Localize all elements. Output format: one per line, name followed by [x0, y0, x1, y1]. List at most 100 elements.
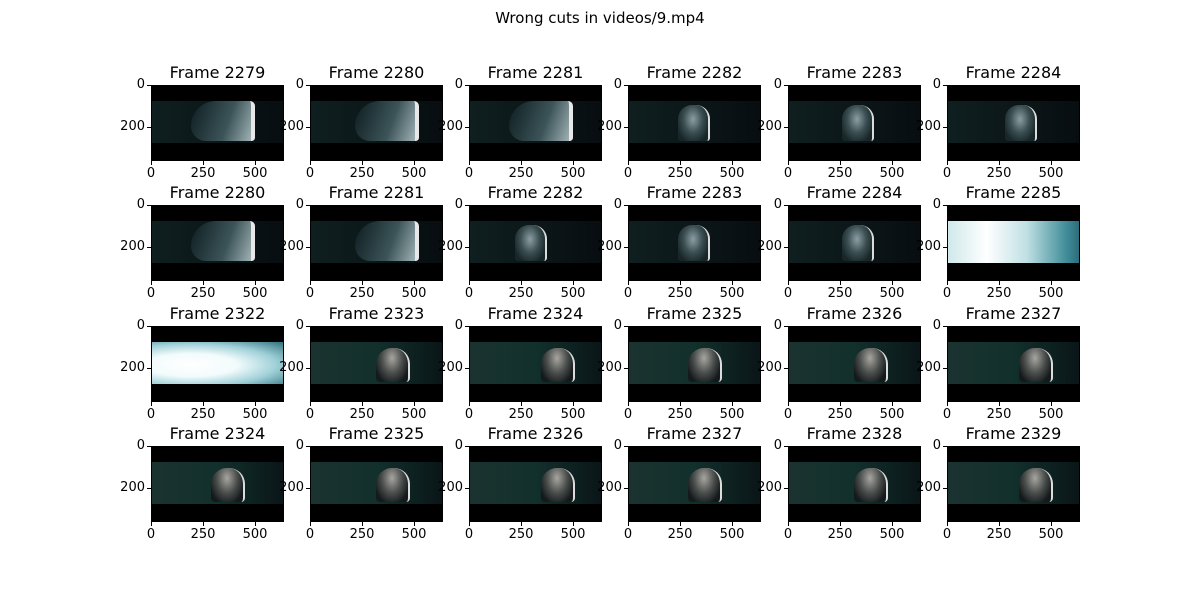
x-tick — [310, 402, 311, 406]
y-tick-label: 200 — [279, 119, 304, 134]
x-tick — [521, 402, 522, 406]
frame-title: Frame 2327 — [646, 424, 743, 443]
frame-content — [947, 462, 1080, 504]
x-tick — [310, 522, 311, 526]
axes-frame — [947, 446, 1080, 522]
y-tick — [784, 326, 788, 327]
x-tick — [840, 402, 841, 406]
y-tick-label: 0 — [773, 438, 782, 453]
y-tick-label: 200 — [597, 480, 622, 495]
frame-subject — [854, 348, 888, 382]
axes-frame — [151, 85, 284, 161]
frame-panel: Frame 2285 0 200 0 250 500 — [916, 183, 1080, 301]
x-tick — [203, 402, 204, 406]
x-tick-label: 0 — [623, 527, 633, 542]
x-tick-label: 250 — [986, 527, 1012, 542]
frame-subject — [688, 468, 722, 502]
y-tick — [943, 85, 947, 86]
x-tick-label: 250 — [349, 166, 375, 181]
y-tick-label: 0 — [136, 438, 145, 453]
y-tick — [147, 247, 151, 248]
axes-frame — [469, 205, 602, 281]
y-tick — [465, 127, 469, 128]
y-tick — [147, 488, 151, 489]
y-tick-label: 0 — [932, 197, 941, 212]
frame-image — [469, 446, 602, 522]
y-tick — [465, 488, 469, 489]
y-tick — [624, 446, 628, 447]
x-tick-label: 500 — [1038, 527, 1064, 542]
frame-content — [151, 462, 284, 504]
y-tick-label: 0 — [295, 318, 304, 333]
y-tick-label: 200 — [120, 239, 145, 254]
x-tick-label: 500 — [879, 166, 905, 181]
y-tick-label: 0 — [136, 197, 145, 212]
frame-title: Frame 2280 — [169, 183, 266, 202]
x-tick — [573, 161, 574, 165]
y-tick — [624, 127, 628, 128]
frame-image — [310, 326, 443, 402]
x-tick — [469, 522, 470, 526]
x-tick — [1051, 281, 1052, 285]
x-tick-label: 0 — [464, 527, 474, 542]
frame-panel: Frame 2326 0 200 0 250 500 — [757, 304, 921, 422]
y-tick — [465, 368, 469, 369]
frame-subject — [854, 468, 888, 502]
frame-content — [947, 221, 1080, 263]
frame-subject — [678, 225, 710, 261]
y-tick-label: 0 — [932, 438, 941, 453]
frame-content — [469, 101, 602, 143]
x-tick — [203, 522, 204, 526]
x-tick-label: 0 — [623, 166, 633, 181]
x-tick — [151, 522, 152, 526]
x-tick — [788, 522, 789, 526]
x-tick-label: 250 — [190, 527, 216, 542]
frame-subject — [376, 348, 410, 382]
x-tick-label: 0 — [623, 407, 633, 422]
y-tick-label: 0 — [295, 197, 304, 212]
frame-panel: Frame 2283 0 200 0 250 500 — [597, 183, 761, 301]
x-tick — [892, 402, 893, 406]
frame-content — [151, 342, 284, 384]
x-tick — [999, 281, 1000, 285]
frame-panel: Frame 2281 0 200 0 250 500 — [438, 63, 602, 181]
x-tick — [680, 522, 681, 526]
x-tick-label: 500 — [879, 286, 905, 301]
y-tick-label: 200 — [120, 119, 145, 134]
x-tick — [414, 161, 415, 165]
x-tick-label: 500 — [879, 407, 905, 422]
frame-title: Frame 2283 — [806, 63, 903, 82]
x-tick-label: 0 — [305, 286, 315, 301]
frame-subject — [191, 101, 255, 141]
x-tick — [414, 522, 415, 526]
x-tick-label: 0 — [623, 286, 633, 301]
x-tick — [680, 281, 681, 285]
x-tick-label: 500 — [242, 527, 268, 542]
x-tick-label: 250 — [508, 286, 534, 301]
frame-title: Frame 2281 — [487, 63, 584, 82]
frame-title: Frame 2279 — [169, 63, 266, 82]
y-tick — [465, 326, 469, 327]
y-tick-label: 0 — [295, 438, 304, 453]
y-tick-label: 0 — [613, 318, 622, 333]
x-tick — [310, 161, 311, 165]
frame-title: Frame 2281 — [328, 183, 425, 202]
frame-image — [628, 85, 761, 161]
y-tick — [624, 205, 628, 206]
x-tick — [680, 161, 681, 165]
x-tick — [999, 522, 1000, 526]
frame-panel: Frame 2325 0 200 0 250 500 — [597, 304, 761, 422]
x-tick-label: 500 — [560, 166, 586, 181]
frame-subject — [1005, 105, 1037, 141]
x-tick — [732, 522, 733, 526]
frame-title: Frame 2280 — [328, 63, 425, 82]
frame-content — [469, 462, 602, 504]
y-tick-label: 200 — [757, 119, 782, 134]
y-tick-label: 200 — [279, 480, 304, 495]
frame-panel: Frame 2279 0 200 0 250 500 — [120, 63, 284, 181]
y-tick — [465, 205, 469, 206]
x-tick — [732, 161, 733, 165]
y-tick — [147, 127, 151, 128]
y-tick-label: 200 — [757, 239, 782, 254]
frame-content — [628, 221, 761, 263]
